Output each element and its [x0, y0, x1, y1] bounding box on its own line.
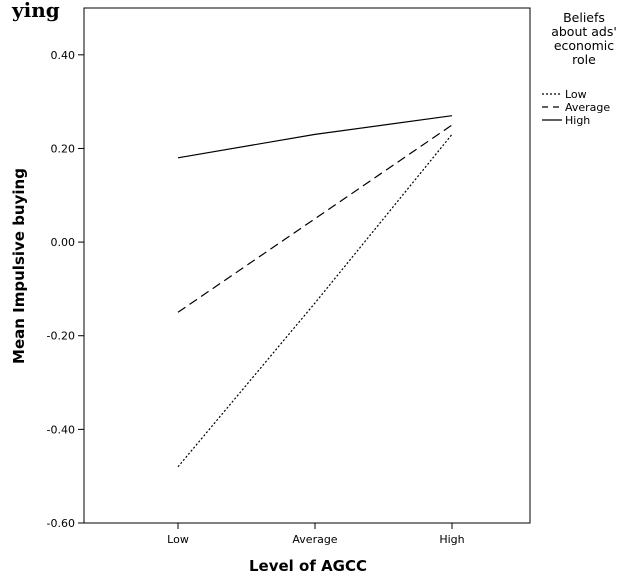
y-axis: 0.40 0.20 0.00 -0.20 -0.40 -0.60 [47, 49, 84, 530]
legend-title-line: economic [554, 38, 614, 53]
y-tick-label: -0.20 [47, 330, 75, 343]
legend-title-line: about ads' [551, 24, 617, 39]
y-axis-title: Mean Impulsive buying [10, 168, 28, 364]
y-tick-label: 0.40 [51, 49, 76, 62]
series-line-high [177, 115, 453, 159]
x-axis: Low Average High [167, 523, 465, 546]
top-fragment-text: ying [11, 0, 60, 22]
series-lines [177, 115, 453, 468]
y-tick-label: 0.00 [51, 236, 76, 249]
legend-label-high: High [565, 114, 590, 127]
x-tick-label: Average [292, 533, 337, 546]
x-tick-label: High [439, 533, 464, 546]
y-tick-label: 0.20 [51, 142, 76, 155]
series-line-average [177, 124, 453, 313]
legend-label-low: Low [565, 88, 587, 101]
legend-title-line: Beliefs [563, 10, 605, 25]
plot-frame [83, 7, 531, 524]
x-tick-label: Low [167, 533, 189, 546]
x-axis-title: Level of AGCC [249, 557, 367, 575]
series-line-low [177, 134, 453, 468]
y-tick-label: -0.60 [47, 517, 75, 530]
legend-title-line: role [572, 52, 596, 67]
y-tick-label: -0.40 [47, 423, 75, 436]
legend-label-average: Average [565, 101, 610, 114]
